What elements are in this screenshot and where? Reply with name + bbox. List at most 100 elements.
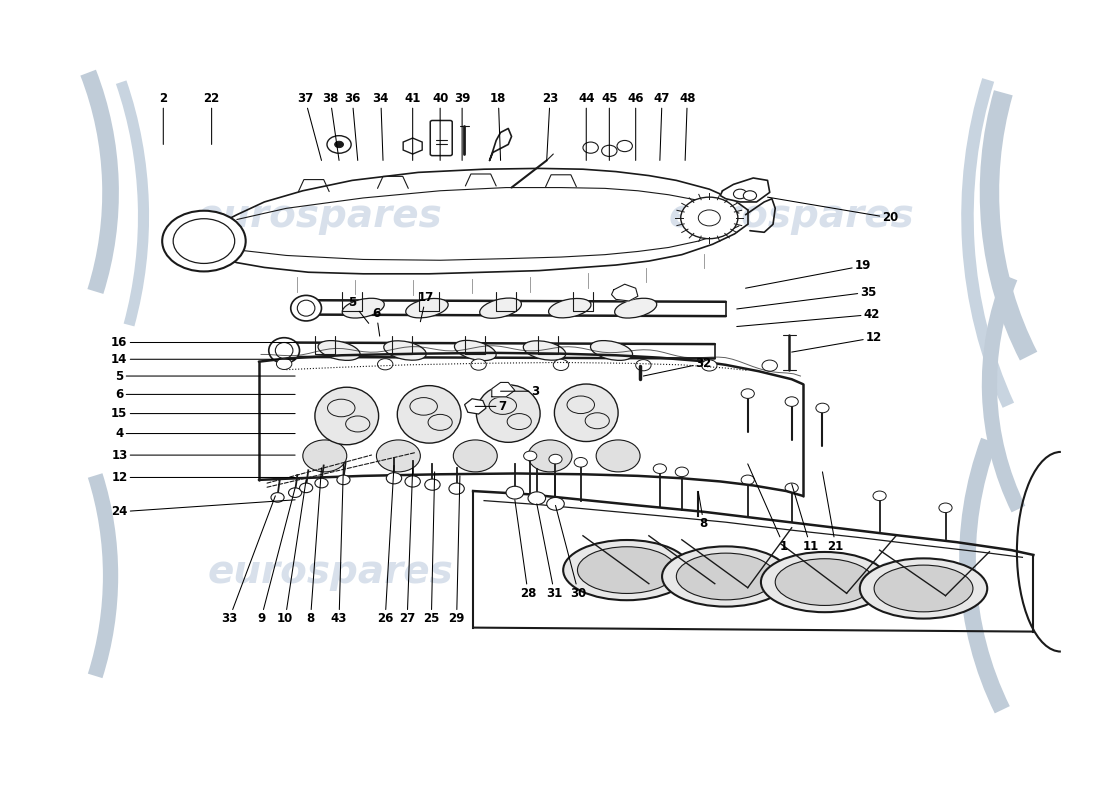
Text: 6: 6 bbox=[116, 388, 295, 401]
Text: 40: 40 bbox=[432, 93, 449, 161]
Ellipse shape bbox=[524, 341, 565, 360]
Text: 34: 34 bbox=[373, 93, 389, 161]
Text: 22: 22 bbox=[204, 93, 220, 145]
FancyBboxPatch shape bbox=[430, 121, 452, 156]
Text: 19: 19 bbox=[746, 259, 871, 288]
Text: 43: 43 bbox=[331, 464, 348, 626]
Text: 48: 48 bbox=[679, 93, 695, 161]
Circle shape bbox=[528, 492, 546, 505]
Ellipse shape bbox=[591, 341, 632, 360]
Circle shape bbox=[617, 141, 632, 152]
Text: 31: 31 bbox=[537, 504, 562, 600]
Circle shape bbox=[553, 359, 569, 370]
Ellipse shape bbox=[549, 298, 591, 318]
Text: 5: 5 bbox=[348, 296, 369, 323]
Text: 13: 13 bbox=[111, 449, 295, 462]
Text: 18: 18 bbox=[491, 93, 507, 161]
Ellipse shape bbox=[384, 341, 426, 360]
Text: 7: 7 bbox=[475, 400, 507, 413]
Circle shape bbox=[574, 458, 587, 467]
Circle shape bbox=[636, 360, 651, 370]
Circle shape bbox=[315, 478, 328, 488]
Circle shape bbox=[276, 358, 292, 370]
Ellipse shape bbox=[874, 565, 974, 612]
Text: 38: 38 bbox=[322, 93, 339, 161]
Text: 32: 32 bbox=[644, 357, 712, 376]
Circle shape bbox=[453, 440, 497, 472]
Text: 30: 30 bbox=[556, 506, 586, 600]
Text: 39: 39 bbox=[454, 93, 471, 161]
Text: 8: 8 bbox=[698, 492, 708, 530]
Ellipse shape bbox=[318, 341, 360, 360]
Text: 1: 1 bbox=[748, 464, 788, 553]
Circle shape bbox=[681, 197, 738, 238]
Ellipse shape bbox=[406, 298, 448, 318]
Text: 6: 6 bbox=[372, 307, 381, 336]
Circle shape bbox=[785, 397, 799, 406]
Text: 11: 11 bbox=[792, 484, 818, 553]
Ellipse shape bbox=[476, 385, 540, 442]
Text: 42: 42 bbox=[737, 308, 880, 326]
Text: eurospares: eurospares bbox=[208, 553, 453, 590]
Text: eurospares: eurospares bbox=[669, 198, 914, 235]
Circle shape bbox=[653, 464, 667, 474]
Text: 33: 33 bbox=[221, 496, 275, 626]
Ellipse shape bbox=[342, 298, 384, 318]
Ellipse shape bbox=[290, 295, 321, 321]
Text: 26: 26 bbox=[377, 466, 394, 626]
Polygon shape bbox=[720, 178, 770, 202]
Circle shape bbox=[471, 359, 486, 370]
Ellipse shape bbox=[761, 552, 889, 612]
Text: 10: 10 bbox=[277, 480, 306, 626]
Text: 15: 15 bbox=[111, 407, 295, 420]
Circle shape bbox=[449, 483, 464, 494]
Text: 37: 37 bbox=[297, 93, 321, 161]
Text: 28: 28 bbox=[515, 500, 536, 600]
Circle shape bbox=[741, 389, 755, 398]
Circle shape bbox=[337, 475, 350, 485]
Text: 5: 5 bbox=[116, 370, 295, 382]
Text: 17: 17 bbox=[418, 291, 434, 322]
Text: 12: 12 bbox=[111, 471, 295, 484]
Circle shape bbox=[734, 189, 747, 198]
Circle shape bbox=[816, 403, 829, 413]
Circle shape bbox=[702, 360, 717, 371]
Text: 2: 2 bbox=[160, 93, 167, 145]
Text: 23: 23 bbox=[542, 93, 558, 161]
Text: 20: 20 bbox=[768, 197, 899, 225]
Circle shape bbox=[873, 491, 887, 501]
Ellipse shape bbox=[860, 558, 987, 618]
Text: 35: 35 bbox=[737, 286, 877, 309]
Circle shape bbox=[376, 440, 420, 472]
Circle shape bbox=[425, 479, 440, 490]
Text: 41: 41 bbox=[405, 93, 421, 161]
Circle shape bbox=[741, 475, 755, 485]
Circle shape bbox=[506, 486, 524, 499]
Circle shape bbox=[528, 440, 572, 472]
Circle shape bbox=[583, 142, 598, 154]
Ellipse shape bbox=[578, 546, 676, 594]
Text: 16: 16 bbox=[111, 336, 297, 349]
Text: 4: 4 bbox=[116, 427, 295, 440]
Circle shape bbox=[271, 493, 284, 502]
Ellipse shape bbox=[315, 387, 378, 445]
Text: 21: 21 bbox=[823, 472, 844, 553]
Text: 14: 14 bbox=[111, 353, 295, 366]
Circle shape bbox=[675, 467, 689, 477]
Polygon shape bbox=[492, 382, 515, 397]
Text: 24: 24 bbox=[111, 500, 295, 518]
Circle shape bbox=[334, 142, 343, 148]
Text: eurospares: eurospares bbox=[197, 198, 442, 235]
Ellipse shape bbox=[776, 558, 875, 606]
Circle shape bbox=[762, 360, 778, 371]
Ellipse shape bbox=[397, 386, 461, 443]
Ellipse shape bbox=[662, 546, 790, 606]
Ellipse shape bbox=[454, 340, 496, 361]
Circle shape bbox=[939, 503, 953, 513]
Polygon shape bbox=[612, 284, 638, 301]
Circle shape bbox=[386, 473, 402, 484]
Text: 27: 27 bbox=[399, 468, 416, 626]
Circle shape bbox=[162, 210, 245, 271]
Text: 9: 9 bbox=[257, 488, 295, 626]
Circle shape bbox=[744, 190, 757, 200]
